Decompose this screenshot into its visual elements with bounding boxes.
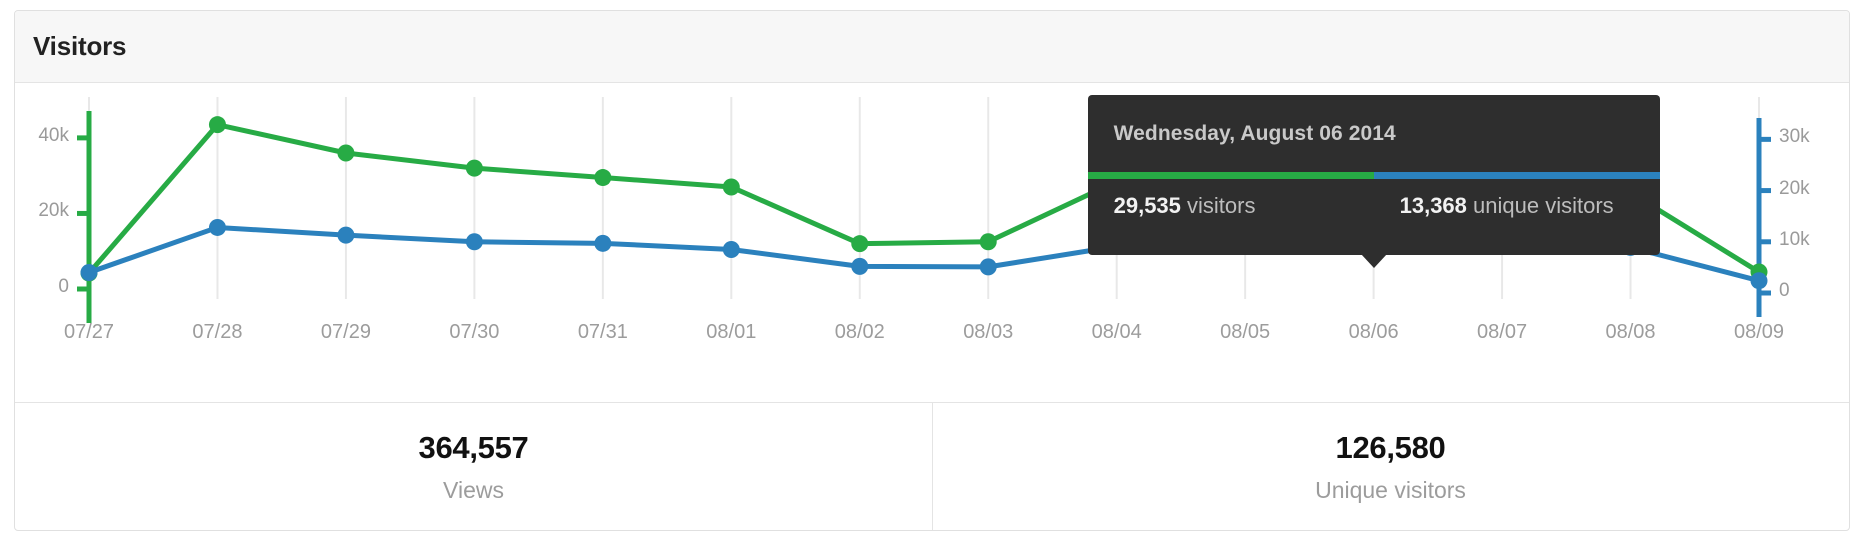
series-point[interactable]	[722, 178, 740, 196]
stat-views: 364,557 Views	[15, 403, 932, 530]
series-point[interactable]	[979, 258, 997, 276]
series-point[interactable]	[851, 257, 869, 275]
series-point[interactable]	[1750, 272, 1768, 290]
x-axis-tick-label: 07/31	[577, 321, 628, 343]
stat-label: Views	[443, 476, 504, 503]
tooltip-visitors-value: 29,535	[1113, 193, 1181, 218]
tooltip-bar-views	[1087, 172, 1374, 179]
left-axis-tick-label: 0	[58, 276, 69, 297]
x-axis-tick-label: 08/01	[706, 321, 757, 343]
x-axis-tick-label: 07/29	[320, 321, 371, 343]
right-axis-tick-label: 30k	[1779, 126, 1810, 148]
tooltip-unique-label: unique visitors	[1466, 193, 1614, 218]
x-axis-tick-label: 07/27	[63, 321, 115, 343]
series-point[interactable]	[465, 233, 483, 251]
x-axis-tick-label: 08/06	[1348, 321, 1399, 343]
card-header: Visitors	[15, 11, 1849, 83]
tooltip-unique-value: 13,368	[1399, 193, 1467, 218]
tooltip-bar-unique	[1373, 172, 1660, 179]
x-axis-tick-label: 08/08	[1605, 321, 1656, 343]
series-point[interactable]	[594, 169, 612, 187]
series-point[interactable]	[337, 144, 355, 162]
series-point[interactable]	[594, 234, 612, 252]
tooltip-visitors-label: visitors	[1180, 193, 1256, 218]
series-point[interactable]	[979, 233, 997, 251]
x-axis-tick-label: 08/04	[1091, 321, 1142, 343]
x-axis-tick-label: 08/07	[1477, 321, 1528, 343]
right-axis-tick-label: 10k	[1779, 228, 1810, 250]
series-point[interactable]	[80, 264, 98, 282]
tooltip-visitors: 29,535 visitors	[1088, 193, 1374, 219]
tooltip-unique-visitors: 13,368 unique visitors	[1374, 193, 1660, 219]
series-point[interactable]	[851, 235, 869, 253]
left-axis-tick-label: 40k	[38, 124, 69, 146]
right-axis-tick-label: 20k	[1779, 177, 1810, 199]
stat-value: 364,557	[418, 429, 529, 465]
series-point[interactable]	[465, 159, 483, 177]
x-axis-tick-label: 07/28	[192, 321, 243, 343]
series-point[interactable]	[337, 226, 355, 244]
right-axis-tick-label: 0	[1779, 280, 1790, 301]
chart-tooltip: Wednesday, August 06 2014 29,535 visitor…	[1087, 95, 1660, 268]
x-axis-tick-label: 08/09	[1733, 321, 1785, 343]
tooltip-series-bars	[1087, 172, 1660, 179]
left-axis-tick-label: 20k	[38, 200, 69, 222]
stat-unique-visitors: 126,580 Unique visitors	[932, 403, 1849, 530]
page-title: Visitors	[33, 31, 127, 61]
series-point[interactable]	[722, 240, 740, 258]
tooltip-arrow-icon	[1360, 254, 1387, 268]
tooltip-values: 29,535 visitors 13,368 unique visitors	[1088, 193, 1660, 219]
x-axis-tick-label: 08/05	[1220, 321, 1271, 343]
visitors-chart[interactable]: 0 20k 40k 0 10k 20k 30k 07/27 07/28 07/29 07/30 07/…	[15, 83, 1849, 403]
x-axis-tick-label: 08/03	[963, 321, 1014, 343]
visitors-card: Visitors 0 20k 40k 0 10k 20k 30k 07/27 07/28 07/2…	[14, 10, 1850, 531]
series-point[interactable]	[208, 218, 226, 236]
stat-value: 126,580	[1335, 429, 1446, 465]
stat-label: Unique visitors	[1315, 476, 1466, 503]
x-axis-tick-label: 07/30	[449, 321, 500, 343]
series-point[interactable]	[208, 116, 226, 134]
tooltip-date: Wednesday, August 06 2014	[1113, 122, 1396, 145]
x-axis-tick-label: 08/02	[834, 321, 885, 343]
summary-stats: 364,557 Views 126,580 Unique visitors	[15, 402, 1849, 530]
